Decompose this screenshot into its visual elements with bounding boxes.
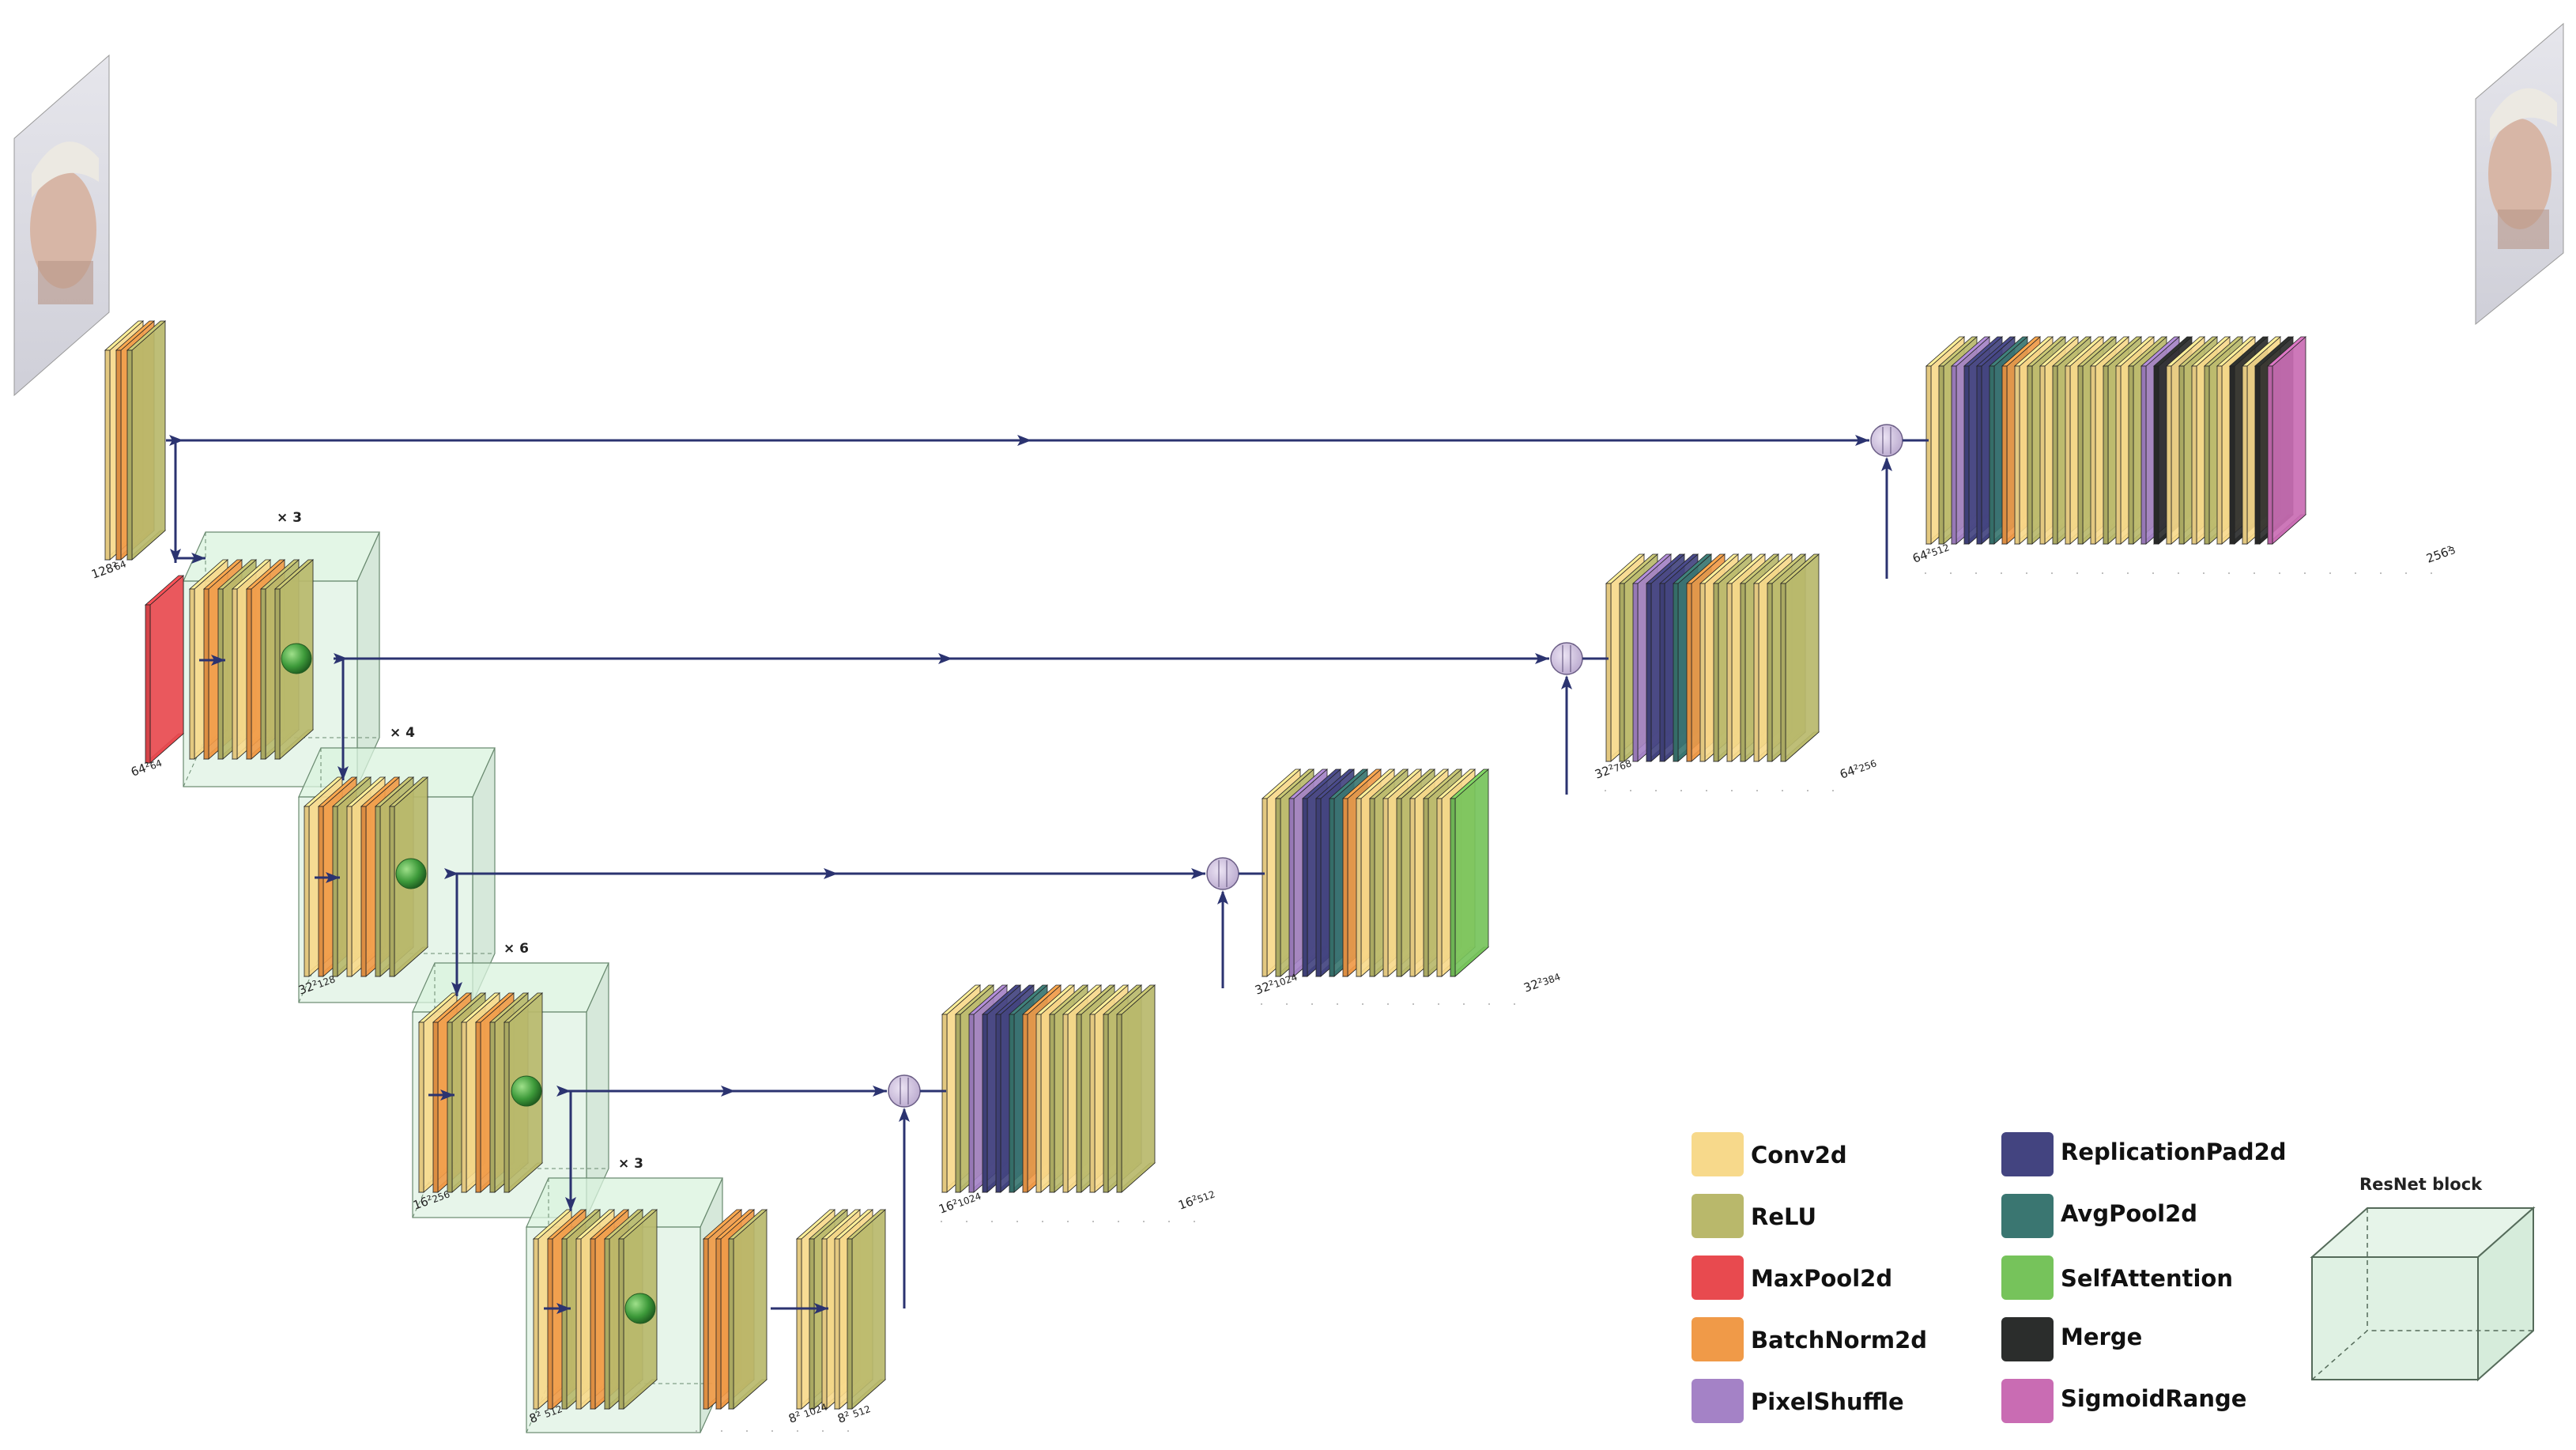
decoder-block-4 [1925,336,2307,545]
legend-swatch-sigmoidrange [2001,1379,2054,1423]
legend-label-conv2d: Conv2d [1751,1142,1847,1169]
down-arrow-3 [451,874,462,996]
encoder-block-2 [303,776,429,977]
encoder-block-1 [188,559,315,760]
legend-swatch-avgpool2d [2001,1194,2054,1238]
skip-line-2 [334,653,1549,664]
legend-resnet-cube [2310,1206,2536,1382]
down-arrow-1 [170,440,181,563]
encoder-maxpool [144,575,185,764]
dim-mid-b-res: 8² [835,1409,852,1426]
repeat-label-3: × 6 [504,941,529,957]
skip-line-1 [166,435,1869,446]
repeat-label-2: × 4 [390,725,415,741]
up-arrow-3 [1217,890,1228,988]
skip-line-3 [444,868,1205,879]
legend-label-avgpool2d: AvgPool2d [2061,1200,2197,1227]
legend-label-pixelshuffle: PixelShuffle [1751,1388,1904,1415]
residual-sum-1 [281,643,312,674]
residual-sum-2 [395,858,427,889]
legend-swatch-conv2d [1692,1132,1744,1176]
encoder-block-4 [532,1209,658,1410]
legend-label-batchnorm2d: BatchNorm2d [1751,1327,1927,1354]
legend-swatch-pixelshuffle [1692,1379,1744,1423]
merge-node-2 [1550,642,1583,675]
legend-swatch-replicationpad2d [2001,1132,2054,1176]
decoder-block-2 [1261,768,1490,977]
residual-sum-3 [511,1075,542,1107]
block4-arrow [544,1303,571,1314]
legend-swatch-selfattention [2001,1256,2054,1300]
up-arrow-2 [1561,675,1572,795]
legend-swatch-merge [2001,1317,2054,1361]
dim-dec4-out-ch: 3 [2447,545,2457,557]
dim-enc0-ch: 64 [112,558,127,572]
layer-stacks [104,320,2307,1410]
legend: Conv2d ReLU MaxPool2d BatchNorm2d PixelS… [1692,1132,2536,1423]
dim-dec3-in-ch: 768 [1612,757,1633,774]
dim-dec1-out-ch: 512 [1196,1188,1216,1205]
legend-label-maxpool2d: MaxPool2d [1751,1265,1892,1292]
down-arrow-4 [565,1091,576,1211]
input-face-panel [13,54,110,397]
layer-sigmoidrange-110 [2266,336,2307,545]
legend-label-relu: ReLU [1751,1203,1816,1230]
legend-label-selfattention: SelfAttention [2061,1265,2233,1292]
layer-relu-39 [846,1209,887,1410]
merge-node-4 [888,1074,921,1108]
residual-sum-4 [624,1293,656,1324]
dim-dec2-out-ch: 384 [1541,971,1562,987]
block1-arrow [199,655,225,666]
legend-swatch-relu [1692,1194,1744,1238]
encoder-block-3 [417,992,544,1193]
merge-node-3 [1206,857,1239,890]
legend-label-replicationpad2d: ReplicationPad2d [2061,1138,2287,1165]
legend-swatch-maxpool2d [1692,1256,1744,1300]
up-arrow-4 [899,1108,910,1225]
bottleneck-arrow [771,1303,828,1314]
legend-swatch-batchnorm2d [1692,1317,1744,1361]
decoder-block-1 [941,984,1156,1193]
dim-dec1-in-ch: 1024 [956,1191,983,1210]
block3-arrow [428,1089,454,1101]
legend-label-sigmoidrange: SigmoidRange [2061,1385,2246,1412]
skip-connections [166,424,2442,1432]
middle-conv [795,1209,887,1410]
repeat-label-4: × 3 [618,1156,643,1172]
down-arrow-2 [338,659,349,780]
skip-line-4 [556,1086,887,1097]
dim-mid-a-res: 8² [786,1409,803,1426]
stem-to-block [175,553,206,564]
block2-arrow [315,872,340,883]
merge-node-1 [1870,424,1903,457]
bottleneck-bn [702,1209,768,1410]
dim-enc4-res: 8² [527,1409,544,1426]
up-arrow-1 [1881,457,1892,579]
layer-relu-2 [126,320,167,561]
encoder-stem [104,320,167,561]
dim-dec3-out-ch: 256 [1858,757,1878,774]
decoder-block-3 [1605,553,1820,762]
legend-label-merge: Merge [2061,1324,2142,1350]
layer-relu-53 [1115,984,1156,1193]
repeat-label-1: × 3 [277,510,302,526]
dim-enc1-ch: 64 [149,757,164,772]
layer-relu-34 [727,1209,768,1410]
layer-relu-82 [1779,553,1820,762]
layer-selfattention-68 [1449,768,1490,977]
dim-dec4-in-ch: 512 [1930,542,1951,558]
output-face-panel [2475,22,2564,326]
legend-resnet-title: ResNet block [2359,1175,2483,1194]
layer-maxpool2d-3 [144,575,185,764]
